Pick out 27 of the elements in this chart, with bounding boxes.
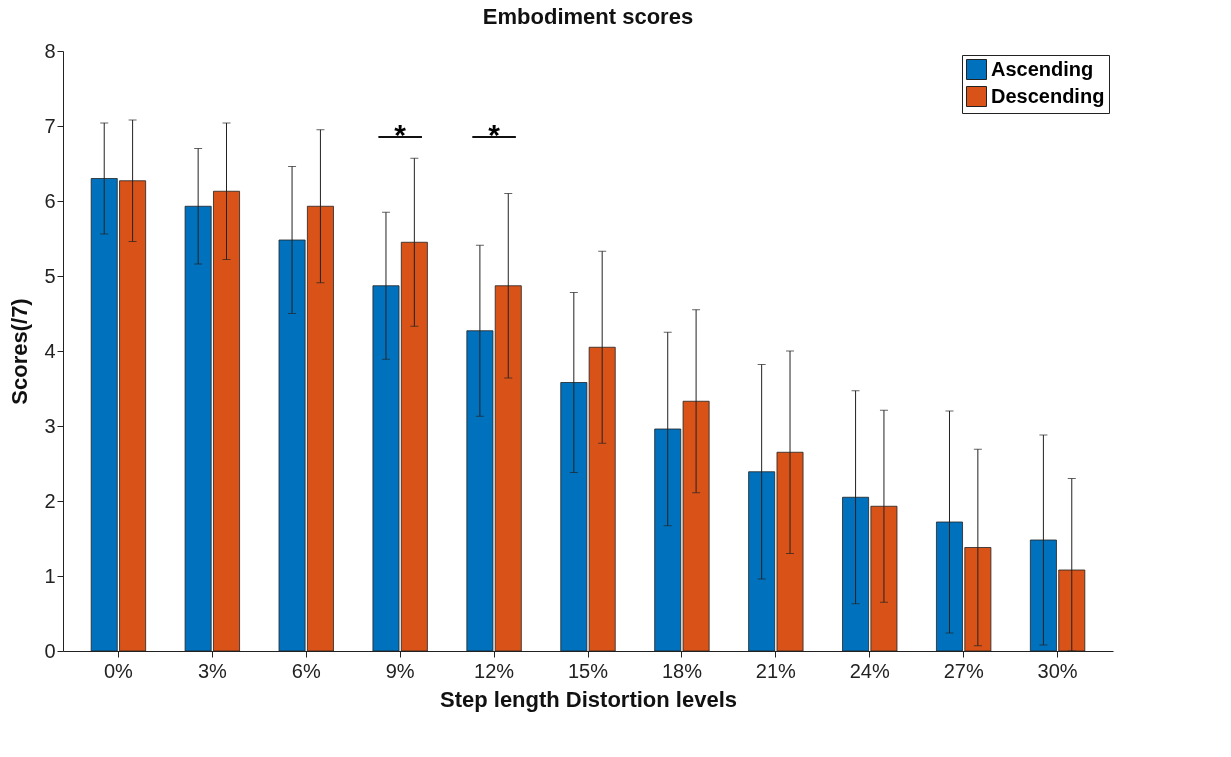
- y-tick-label: 0: [44, 639, 56, 662]
- chart-title: Embodiment scores: [482, 4, 694, 29]
- x-tick-label: 21%: [755, 659, 797, 682]
- x-tick-label: 6%: [291, 659, 321, 682]
- x-tick-label: 9%: [385, 659, 415, 682]
- x-tick-label: 27%: [943, 659, 984, 682]
- x-tick-label: 30%: [1037, 659, 1078, 682]
- legend-label: Ascending: [991, 57, 1094, 80]
- y-tick-label: 5: [44, 264, 56, 287]
- y-tick-label: 6: [44, 189, 56, 212]
- x-tick-label: 12%: [474, 659, 515, 682]
- y-tick-label: 4: [44, 339, 56, 362]
- x-tick-label: 18%: [661, 659, 703, 682]
- x-tick-label: 3%: [197, 659, 227, 682]
- x-tick-label: 0%: [103, 659, 134, 682]
- annotation: *: [488, 118, 501, 151]
- annotation: *: [394, 118, 407, 151]
- y-axis-title: Scores(/7): [7, 298, 33, 405]
- y-tick-label: 8: [44, 39, 56, 62]
- y-tick-label: 1: [44, 564, 56, 587]
- x-tick-label: 15%: [567, 659, 609, 682]
- y-tick-label: 3: [44, 414, 56, 437]
- y-tick-label: 7: [44, 114, 56, 137]
- y-tick-label: 2: [44, 489, 56, 512]
- legend-label: Descending: [991, 84, 1105, 107]
- x-axis-title: Step length Distortion levels: [439, 686, 738, 712]
- x-tick-label: 24%: [849, 659, 890, 682]
